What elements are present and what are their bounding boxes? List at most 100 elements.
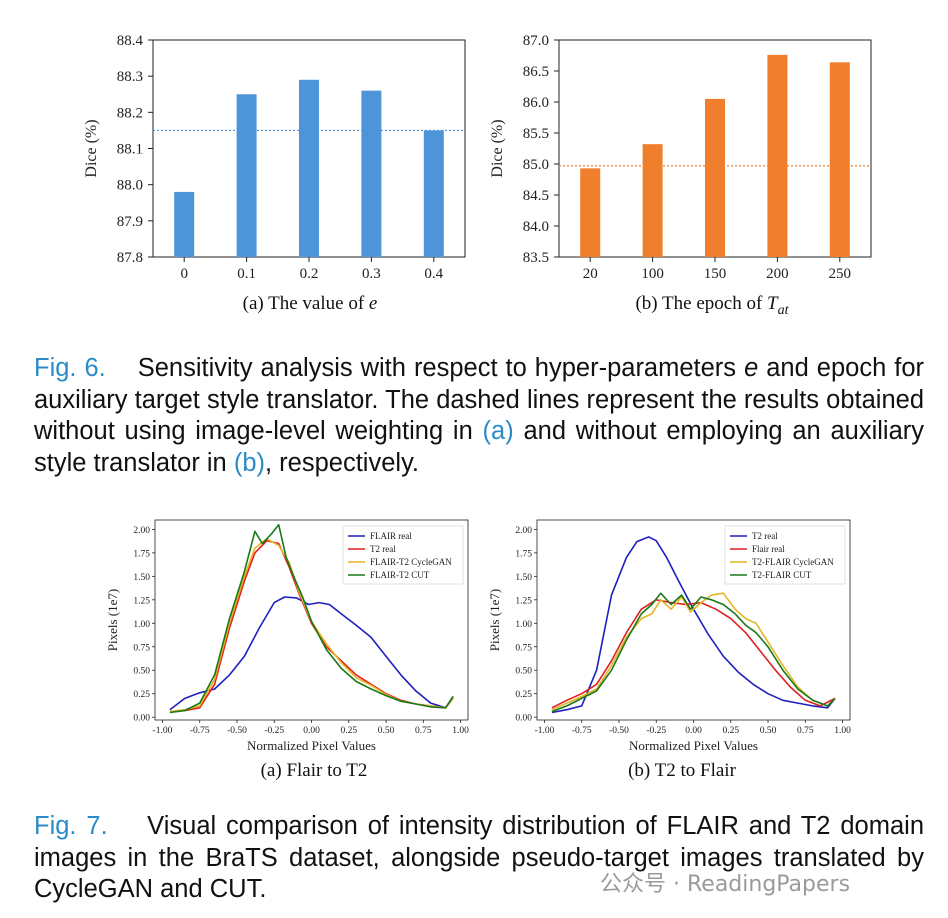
series-line (169, 523, 454, 714)
series-line (551, 592, 836, 713)
caption-sub: at (778, 303, 790, 318)
fig6-caption-ref-a[interactable]: (a) (482, 417, 514, 445)
series-line (169, 596, 454, 711)
y-tick-label: 1.00 (515, 620, 532, 630)
y-tick-label: 0.50 (133, 667, 150, 677)
y-tick-label: 87.8 (117, 250, 143, 266)
x-tick-label: 0.50 (760, 726, 777, 736)
x-tick-label: 0.00 (685, 726, 702, 736)
caption-var: e (369, 293, 377, 314)
y-tick-label: 1.25 (133, 596, 150, 606)
fig6-caption-label: Fig. 6. (34, 354, 106, 382)
y-tick-label: 1.75 (515, 549, 532, 559)
y-tick-label: 1.25 (515, 596, 532, 606)
x-tick-label: 0.75 (415, 726, 432, 736)
x-tick-label: 200 (766, 266, 789, 282)
y-tick-label: 0.00 (515, 714, 532, 724)
subfigure-caption: (b) The epoch of Tat (635, 293, 789, 318)
y-tick-label: 84.5 (523, 188, 549, 204)
series-line (551, 536, 836, 714)
subfigure-caption: (a) The value of e (243, 293, 378, 314)
y-tick-label: 2.00 (515, 526, 532, 536)
fig6-chart-a: 87.8 87.9 88.0 88.1 88.2 88.3 88.4 0 0.1 0.2 0.3 0.… (83, 33, 466, 314)
bar (705, 98, 725, 258)
x-tick-label: -0.75 (572, 726, 592, 736)
y-tick-label: 0.25 (133, 690, 150, 700)
y-tick-label: 87.0 (523, 33, 549, 49)
x-tick-label: -0.25 (646, 726, 666, 736)
x-tick-label: 1.00 (452, 726, 469, 736)
subfigure-caption: (b) T2 to Flair (628, 760, 737, 781)
bar (299, 79, 319, 258)
watermark: 公众号 · ReadingPapers (600, 872, 851, 897)
fig6-caption-mid: and epoch for auxiliary target style tra… (34, 354, 925, 445)
caption-var: T (767, 293, 779, 314)
fig6-caption: Fig. 6. Sensitivity analysis with respec… (34, 353, 924, 479)
caption-text: (b) The epoch of (635, 293, 767, 314)
bar (423, 130, 444, 257)
y-tick-label: 88.3 (117, 69, 143, 85)
x-tick-label: 0.2 (300, 266, 319, 282)
bar (236, 94, 257, 257)
x-tick-label: 0.4 (424, 266, 443, 282)
y-tick-label: 88.4 (117, 33, 144, 49)
caption-text: (a) The value of (243, 293, 369, 314)
x-tick-label: -0.50 (227, 726, 247, 736)
x-tick-label: 0.75 (797, 726, 814, 736)
legend-label: FLAIR real (370, 531, 412, 541)
y-tick-label: 88.2 (117, 105, 143, 121)
x-tick-label: 0.25 (340, 726, 357, 736)
fig6-caption-ref-b[interactable]: (b) (233, 448, 266, 477)
subfigure-caption: (a) Flair to T2 (261, 760, 368, 781)
y-tick-label: 88.0 (117, 178, 143, 194)
bar (580, 168, 601, 257)
y-tick-label: 86.0 (523, 95, 549, 111)
y-axis-label: Pixels (1e7) (105, 589, 120, 651)
y-tick-label: 83.5 (523, 250, 549, 266)
legend-label: T2 real (752, 531, 778, 541)
y-tick-label: 0.00 (133, 714, 150, 724)
fig6-caption-mid2: and without employing an auxiliary style… (34, 417, 924, 477)
y-tick-label: 86.5 (523, 64, 549, 80)
y-tick-label: 1.50 (515, 573, 532, 583)
y-tick-label: 2.00 (133, 526, 150, 536)
x-tick-label: 100 (641, 266, 664, 282)
fig6-caption-pre: Sensitivity analysis with respect to hyp… (137, 354, 737, 382)
x-tick-label: 1.00 (834, 726, 851, 736)
y-tick-label: 0.50 (515, 667, 532, 677)
x-tick-label: 0.25 (722, 726, 739, 736)
x-tick-label: 0 (180, 266, 188, 282)
legend-label: Flair real (752, 544, 785, 554)
legend-label: FLAIR-T2 CUT (370, 570, 430, 580)
y-tick-label: 88.1 (117, 142, 143, 158)
x-tick-label: 0.3 (362, 266, 381, 282)
fig7-chart-a: -1.00 -0.75 -0.50 -0.25 0.00 0.25 0.50 0.75 1.00… (105, 519, 469, 781)
y-axis-label: Dice (%) (83, 119, 100, 177)
x-tick-label: 0.00 (303, 726, 320, 736)
x-tick-label: 250 (829, 266, 852, 282)
x-tick-label: -0.25 (264, 726, 284, 736)
y-axis-label: Pixels (1e7) (487, 589, 502, 651)
x-tick-label: -1.00 (153, 726, 173, 736)
fig7-caption-text: Visual comparison of intensity distribut… (34, 812, 924, 903)
x-tick-label: 20 (583, 266, 598, 282)
bar (174, 191, 195, 257)
y-tick-label: 1.75 (133, 549, 150, 559)
bar (361, 90, 382, 257)
legend-label: T2-FLAIR CycleGAN (752, 557, 834, 567)
series-line (551, 592, 836, 711)
y-tick-label: 85.0 (523, 157, 549, 173)
y-tick-label: 84.0 (523, 219, 549, 235)
y-tick-label: 0.75 (133, 643, 150, 653)
x-tick-label: -1.00 (535, 726, 555, 736)
y-tick-label: 0.75 (515, 643, 532, 653)
y-tick-label: 0.25 (515, 690, 532, 700)
fig6-chart-b: 83.5 84.0 84.5 85.0 85.5 86.0 86.5 87.0 20 100 150… (489, 33, 872, 318)
x-axis-label: Normalized Pixel Values (247, 738, 376, 753)
fig7-chart-b: -1.00 -0.75 -0.50 -0.25 0.00 0.25 0.50 0.75 1.00… (487, 519, 851, 781)
bar (642, 144, 663, 257)
legend-label: T2-FLAIR CUT (752, 570, 812, 580)
x-axis-label: Normalized Pixel Values (629, 738, 758, 753)
y-tick-label: 1.50 (133, 573, 150, 583)
